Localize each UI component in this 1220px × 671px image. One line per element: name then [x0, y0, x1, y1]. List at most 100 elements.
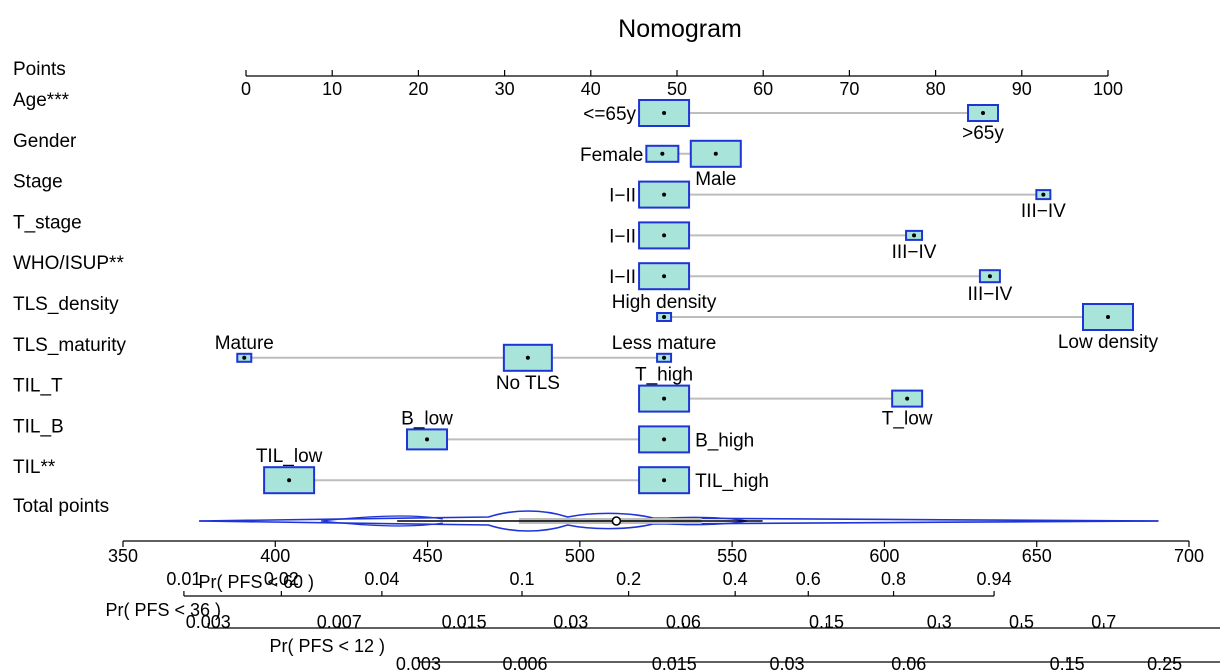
- level-point-til-til-high: [662, 478, 667, 483]
- prob-tick-label-1-0-8: 0.8: [881, 569, 906, 589]
- prob-axis-label-1: Pr( PFS < 60 ): [198, 572, 314, 592]
- variable-rows: Age*** <=65y >65y Gender Female Male Stage I−II…: [13, 90, 1159, 495]
- total-points-label: Total points: [13, 496, 109, 517]
- variable-label-til: TIL**: [13, 457, 56, 478]
- level-point-tls-maturity-no-tls: [525, 355, 530, 360]
- prob-tick-label-3-0-006: 0.006: [503, 654, 548, 671]
- total-points-axis-ticks: 350 400 450 500 550 600 650 700: [108, 541, 1204, 566]
- level-point-tls-maturity-less-mature: [662, 355, 667, 360]
- prob-axis-pr-pfs-36: Pr( PFS < 36 )0.003 0.007 0.015 0.03 0.06 0.1…: [105, 600, 1220, 632]
- prob-axis-pr-pfs-12: Pr( PFS < 12 ) 0.003 0.006 0.015 0.03 0.06 0.1…: [269, 636, 1220, 671]
- level-label-t-stage-i-ii: I−II: [609, 226, 636, 247]
- level-label-til-t-t-high: T_high: [635, 365, 693, 386]
- violin-outer-bottom: [199, 520, 1159, 532]
- prob-axis-label-2: Pr( PFS < 36 ): [105, 600, 221, 620]
- prob-tick-label-2-0-03: 0.03: [553, 612, 588, 632]
- level-point-who-isup-i-ii: [662, 274, 667, 279]
- variable-label-stage: Stage: [13, 172, 63, 193]
- variable-label-til-t: TIL_T: [13, 376, 63, 397]
- level-point-age-65y: [981, 111, 986, 115]
- points-axis-label: Points: [13, 59, 66, 80]
- level-point-til-til-low: [287, 478, 292, 483]
- prob-tick-label-1-0-94: 0.94: [977, 569, 1012, 589]
- prob-tick-label-1-0-4: 0.4: [723, 569, 748, 589]
- prob-axis-pr-pfs-60: Pr( PFS < 60 )0.01 0.02 0.04 0.1 0.2 0.4 0.6 0.…: [166, 569, 1012, 597]
- total-tick-label-400: 400: [260, 546, 290, 566]
- prob-tick-label-2-0-003: 0.003: [186, 612, 231, 632]
- prob-tick-label-2-0-7: 0.7: [1091, 612, 1116, 632]
- row-tls-maturity: TLS_maturity Mature No TLS Less mature: [13, 333, 716, 394]
- prob-tick-label-2-0-015: 0.015: [442, 612, 487, 632]
- total-tick-label-550: 550: [717, 546, 747, 566]
- prob-tick-label-3-0-003: 0.003: [396, 654, 441, 671]
- prob-tick-label-1-0-02: 0.02: [264, 569, 299, 589]
- variable-label-tls-density: TLS_density: [13, 294, 119, 315]
- points-tick-label-100: 100: [1093, 79, 1123, 99]
- points-tick-label-40: 40: [581, 79, 601, 99]
- level-label-til-til-low: TIL_low: [256, 446, 323, 467]
- prob-tick-label-2-0-15: 0.15: [809, 612, 844, 632]
- points-tick-label-80: 80: [926, 79, 946, 99]
- points-tick-label-0: 0: [241, 79, 251, 99]
- prob-tick-label-1-0-1: 0.1: [509, 569, 534, 589]
- prob-tick-label-3-0-25: 0.25: [1147, 654, 1182, 671]
- points-tick-label-10: 10: [322, 79, 342, 99]
- points-tick-label-60: 60: [753, 79, 773, 99]
- level-label-til-t-t-low: T_low: [882, 409, 933, 430]
- variable-label-who-isup: WHO/ISUP**: [13, 253, 124, 274]
- level-label-til-b-b-high: B_high: [695, 430, 754, 451]
- prob-tick-label-1-0-2: 0.2: [616, 569, 641, 589]
- level-label-age-65y: <=65y: [583, 104, 636, 125]
- level-label-til-b-b-low: B_low: [401, 408, 453, 429]
- level-label-gender-male: Male: [695, 169, 736, 190]
- row-til-t: TIL_T T_high T_low: [13, 365, 933, 430]
- total-tick-label-600: 600: [869, 546, 899, 566]
- level-point-tls-density-low-density: [1106, 315, 1110, 319]
- prob-axis-label-3: Pr( PFS < 12 ): [269, 636, 385, 656]
- level-point-tls-density-high-density: [662, 315, 667, 319]
- level-point-til-b-b-high: [662, 437, 667, 442]
- level-label-tls-maturity-no-tls: No TLS: [496, 373, 560, 394]
- total-tick-label-450: 450: [413, 546, 443, 566]
- row-gender: Gender Female Male: [13, 131, 742, 190]
- level-label-tls-maturity-less-mature: Less mature: [612, 333, 717, 354]
- row-stage: Stage I−II III−IV: [13, 172, 1066, 223]
- level-label-who-isup-iii-iv: III−IV: [967, 284, 1012, 305]
- prob-tick-label-1-0-04: 0.04: [364, 569, 399, 589]
- violin-outer-top: [199, 510, 1159, 522]
- variable-label-gender: Gender: [13, 131, 77, 152]
- level-point-stage-i-ii: [662, 192, 667, 197]
- points-tick-label-90: 90: [1012, 79, 1032, 99]
- level-point-til-t-t-high: [662, 396, 667, 401]
- level-label-tls-density-high-density: High density: [612, 292, 717, 313]
- total-tick-label-650: 650: [1022, 546, 1052, 566]
- level-point-t-stage-iii-iv: [912, 233, 917, 238]
- prob-tick-label-2-0-5: 0.5: [1009, 612, 1034, 632]
- points-tick-label-20: 20: [408, 79, 428, 99]
- level-label-stage-iii-iv: III−IV: [1021, 201, 1066, 222]
- level-label-t-stage-iii-iv: III−IV: [892, 242, 937, 263]
- prob-tick-label-1-0-6: 0.6: [796, 569, 821, 589]
- level-point-age-65y: [662, 111, 667, 115]
- total-tick-label-350: 350: [108, 546, 138, 566]
- level-label-stage-i-ii: I−II: [609, 186, 636, 207]
- level-label-age-65y: >65y: [962, 123, 1004, 144]
- level-box-gender-male: [689, 139, 742, 168]
- level-point-t-stage-i-ii: [662, 233, 667, 238]
- violin-inner-left: [320, 515, 443, 527]
- level-point-gender-male: [713, 151, 718, 156]
- prob-tick-label-3-0-15: 0.15: [1050, 654, 1085, 671]
- row-tls-density: TLS_density High density Low density: [13, 292, 1159, 353]
- row-who-isup: WHO/ISUP** I−II III−IV: [13, 253, 1013, 305]
- prob-tick-label-3-0-06: 0.06: [891, 654, 926, 671]
- prob-tick-label-2-0-06: 0.06: [666, 612, 701, 632]
- level-label-tls-maturity-mature: Mature: [215, 333, 274, 354]
- variable-label-age: Age***: [13, 90, 70, 111]
- points-tick-label-30: 30: [495, 79, 515, 99]
- points-tick-label-70: 70: [839, 79, 859, 99]
- prob-tick-label-2-0-007: 0.007: [317, 612, 362, 632]
- level-point-til-b-b-low: [425, 437, 430, 442]
- level-label-til-til-high: TIL_high: [695, 471, 769, 492]
- level-label-gender-female: Female: [580, 145, 643, 166]
